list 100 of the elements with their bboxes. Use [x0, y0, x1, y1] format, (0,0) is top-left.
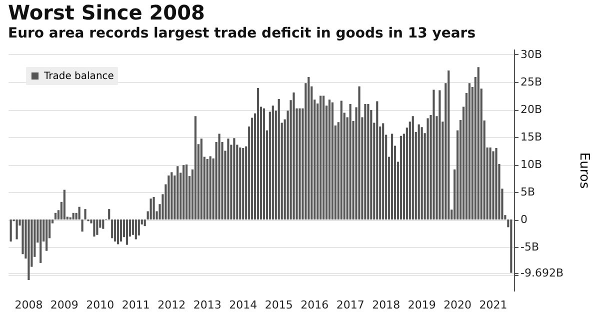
x-tick-label: 2013 [193, 298, 222, 312]
chart-subtitle: Euro area records largest trade deficit in goods in 13 years [8, 26, 476, 42]
x-tick-label: 2019 [408, 298, 436, 312]
bar [400, 136, 402, 220]
bar [492, 151, 494, 220]
bar [233, 138, 236, 220]
bar [138, 220, 140, 236]
bar [349, 104, 352, 220]
x-tick-label: 2008 [14, 298, 43, 312]
bar [367, 104, 370, 220]
bar [93, 220, 96, 237]
bar [328, 100, 331, 220]
bar [227, 138, 230, 220]
bar [322, 96, 325, 220]
bar [170, 172, 173, 220]
bar [78, 206, 80, 220]
bar [81, 220, 84, 232]
y-tick-label: 10B [520, 158, 542, 171]
bar [292, 92, 295, 220]
bar [262, 108, 266, 220]
y-tick-label: 5B [520, 186, 536, 198]
bar [10, 220, 12, 242]
bar [242, 148, 244, 220]
y-axis-title: Euros [576, 152, 592, 189]
x-tick-label: 2014 [229, 298, 258, 312]
bar [418, 124, 420, 220]
bar [46, 220, 48, 251]
legend-label: Trade balance [43, 71, 114, 82]
x-tick-label: 2021 [479, 298, 508, 312]
bar [432, 90, 435, 220]
bar [209, 156, 212, 220]
bar [376, 101, 378, 220]
bar [438, 90, 441, 220]
bar [239, 147, 242, 220]
bar [152, 196, 155, 220]
bar [272, 106, 274, 220]
bar [495, 148, 498, 220]
bar [448, 70, 450, 220]
bar [144, 220, 146, 226]
bar [391, 134, 394, 220]
bar [108, 209, 110, 220]
x-tick-label: 2016 [300, 298, 329, 312]
y-tick-label: 30B [520, 48, 542, 61]
chart-title: Worst Since 2008 [8, 0, 205, 24]
y-tick-label: -5B [520, 240, 540, 254]
bar [117, 220, 120, 244]
bar [134, 220, 137, 240]
bar [150, 198, 152, 220]
y-tick-label: 0 [520, 213, 528, 226]
bar [16, 220, 18, 240]
bar [256, 88, 260, 220]
x-tick-label: 2009 [50, 298, 78, 312]
bar [420, 127, 423, 220]
bar [54, 212, 57, 220]
bar [22, 220, 24, 254]
bar [278, 99, 280, 220]
bar [28, 220, 30, 280]
x-tick-label: 2010 [86, 298, 114, 312]
bar [120, 220, 122, 242]
x-tick-label: 2015 [264, 298, 293, 312]
bar [364, 104, 366, 220]
bar [72, 212, 74, 220]
bar [40, 220, 42, 263]
bar [194, 116, 197, 220]
x-tick-label: 2017 [336, 298, 364, 312]
bar [114, 220, 116, 242]
bar [126, 220, 128, 245]
bar [298, 108, 301, 220]
bar [412, 116, 414, 220]
bar [186, 164, 188, 220]
bar [340, 100, 342, 220]
bar [168, 176, 170, 220]
bar [426, 118, 429, 220]
bar [206, 159, 208, 220]
y-tick-label: 25B [520, 76, 542, 88]
x-tick-label: 2011 [122, 298, 150, 312]
x-tick-label: 2012 [158, 298, 186, 312]
bar [251, 118, 254, 220]
bar [63, 190, 66, 220]
y-tick-label: 20B [520, 103, 542, 116]
x-tick-label: 2018 [372, 298, 400, 312]
bar [182, 165, 185, 220]
bar [96, 220, 98, 235]
bar [331, 102, 334, 220]
bar [358, 86, 360, 220]
bar [102, 220, 104, 229]
bar [176, 166, 179, 220]
x-tick-label: 2020 [444, 298, 472, 312]
bar [510, 220, 512, 273]
bar [308, 77, 310, 220]
bar [382, 123, 384, 220]
bar [111, 220, 114, 238]
bar [84, 209, 86, 220]
bar [477, 67, 480, 220]
bar [320, 96, 322, 220]
bar [200, 138, 202, 220]
bar [218, 134, 220, 220]
bar [468, 83, 471, 220]
y-tick-label: 15B [520, 130, 542, 144]
y-tick-label: -9.692B [520, 266, 564, 280]
